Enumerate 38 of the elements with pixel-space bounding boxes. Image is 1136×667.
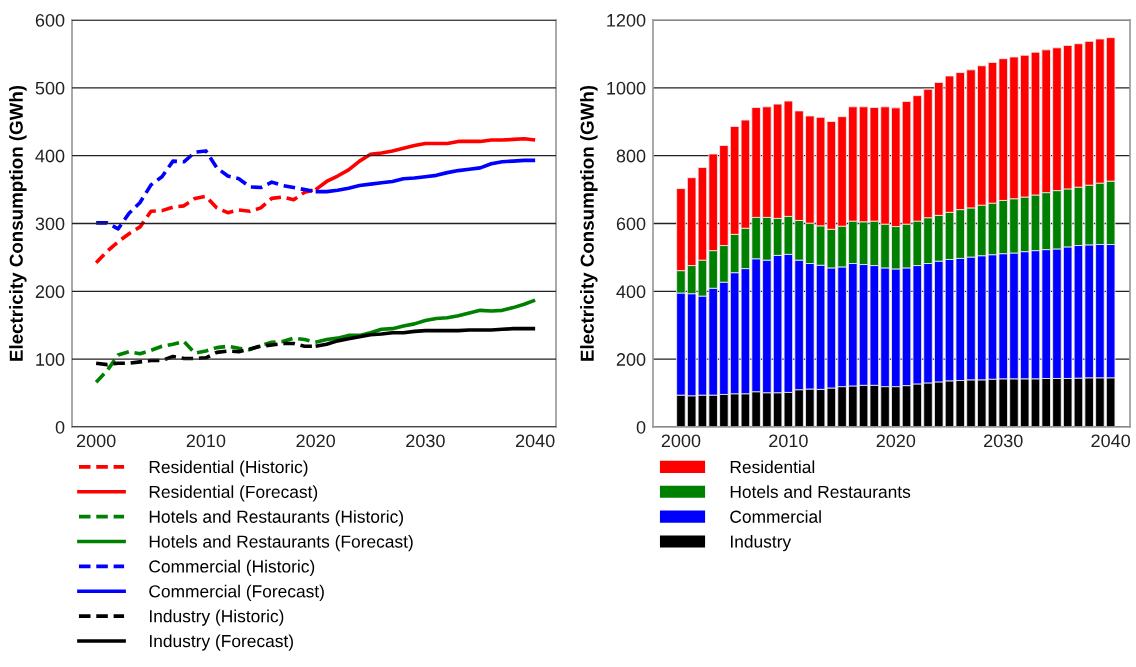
- legend-label: Commercial (Historic): [149, 559, 315, 577]
- legend-label: Commercial: [730, 510, 821, 523]
- x-tick-label: 2020: [876, 434, 916, 448]
- legend-label: Hotels and Restaurants (Forecast): [149, 534, 413, 552]
- y-tick-label: 0: [55, 420, 65, 434]
- y-tick-label: 600: [35, 13, 65, 27]
- y-tick-label: 1200: [607, 13, 646, 27]
- legend-label: Hotels and Restaurants (Historic): [149, 510, 403, 527]
- y-tick-label: 500: [35, 81, 65, 95]
- y-tick-label: 800: [616, 149, 646, 163]
- y-tick-label: 100: [36, 353, 65, 366]
- legend-label: Residential: [730, 460, 815, 474]
- y-axis-title: Electricity Consumption (GWh): [580, 85, 598, 361]
- x-tick-label: 2000: [661, 434, 701, 448]
- legend-label: Industry: [730, 534, 792, 552]
- y-tick-label: 1000: [607, 81, 646, 95]
- y-tick-label: 200: [35, 285, 65, 299]
- x-tick-label: 2040: [515, 434, 555, 448]
- x-tick-label: 2030: [984, 434, 1023, 448]
- legend-label: Industry (Historic): [149, 609, 284, 626]
- legend-label: Commercial (Forecast): [149, 584, 324, 601]
- y-axis-title: Electricity Consumption (GWh): [9, 85, 27, 361]
- x-tick-label: 2020: [296, 434, 336, 448]
- x-tick-label: 2010: [769, 434, 808, 448]
- x-tick-label: 2040: [1091, 434, 1131, 448]
- x-tick-label: 2010: [186, 434, 226, 448]
- x-tick-label: 2000: [76, 434, 116, 448]
- legend-label: Industry (Forecast): [149, 634, 293, 651]
- y-tick-label: 0: [636, 420, 646, 434]
- y-tick-label: 400: [35, 149, 65, 163]
- y-tick-label: 400: [616, 285, 646, 299]
- legend-label: Residential (Forecast): [149, 485, 318, 502]
- y-tick-label: 300: [35, 217, 65, 231]
- y-tick-label: 600: [616, 217, 646, 231]
- y-tick-label: 200: [616, 353, 646, 366]
- legend-label: Residential (Historic): [149, 460, 308, 477]
- legend-label: Hotels and Restaurants: [730, 485, 911, 499]
- x-tick-label: 2030: [406, 434, 445, 448]
